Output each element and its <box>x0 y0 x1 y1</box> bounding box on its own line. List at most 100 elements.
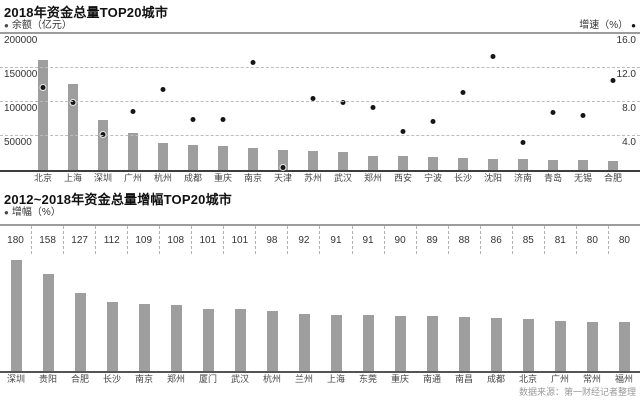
chart1-column <box>538 34 568 170</box>
growth-bar <box>426 316 438 371</box>
growth-bar <box>202 308 214 371</box>
growth-dot <box>340 100 346 106</box>
growth-bar <box>554 321 566 371</box>
city-label: 无锡 <box>573 173 592 183</box>
balance-bar <box>188 145 198 170</box>
chart2-legend-row: ● 增幅（%） <box>0 207 640 219</box>
bar-value-label: 81 <box>545 226 577 254</box>
bar-series-bullet-icon: ● <box>4 21 9 30</box>
bar-value-label: 112 <box>96 226 129 254</box>
chart2-column <box>192 308 224 371</box>
city-label: 贵阳 <box>38 374 57 384</box>
bar-value-label: 89 <box>417 226 449 254</box>
balance-bar <box>278 149 288 170</box>
city-label: 武汉 <box>333 173 352 183</box>
city-label: 兰州 <box>294 374 313 384</box>
growth-dot <box>460 90 466 96</box>
growth-bar <box>10 260 22 371</box>
bar-value-label: 108 <box>160 226 193 254</box>
growth-dot <box>400 129 406 135</box>
chart2-column <box>288 314 320 371</box>
city-label: 上海 <box>326 374 345 384</box>
growth-dot <box>280 164 286 170</box>
chart2-column <box>576 321 608 371</box>
chart1-column <box>358 34 388 170</box>
balance-bar <box>218 146 228 170</box>
chart1-x-axis <box>0 170 640 172</box>
chart2-section: 2012~2018年资金总量增幅TOP20城市 ● 增幅（%） 180 158 12… <box>0 185 640 398</box>
bar-value-label: 127 <box>64 226 97 254</box>
balance-bar <box>68 83 78 170</box>
city-label: 东莞 <box>358 374 377 384</box>
chart2-column <box>32 273 64 371</box>
chart1-column <box>478 34 508 170</box>
bar-value-label: 91 <box>320 226 353 254</box>
city-label: 郑州 <box>363 173 382 183</box>
city-label: 深圳 <box>6 374 25 384</box>
chart1-column <box>388 34 418 170</box>
city-label: 武汉 <box>230 374 249 384</box>
city-label: 北京 <box>518 374 537 384</box>
growth-bar <box>618 321 630 371</box>
chart2-column <box>128 303 160 371</box>
growth-bar <box>266 310 278 371</box>
balance-bar <box>158 143 168 170</box>
chart2-column <box>352 314 384 371</box>
growth-bar <box>106 302 118 371</box>
city-label: 合肥 <box>603 173 622 183</box>
source-note: 数据来源：第一财经记者整理 <box>518 387 636 397</box>
balance-bar <box>458 157 468 170</box>
city-label: 成都 <box>486 374 505 384</box>
chart2-column <box>224 308 256 371</box>
city-label: 苏州 <box>303 173 322 183</box>
growth-dot <box>190 117 196 123</box>
city-label: 成都 <box>183 173 202 183</box>
city-label: 上海 <box>63 173 82 183</box>
bar-value-label: 109 <box>128 226 161 254</box>
growth-bar <box>330 314 342 371</box>
chart2-bars <box>0 254 640 371</box>
h-gridline <box>0 135 640 136</box>
city-label: 广州 <box>550 374 569 384</box>
city-label: 天津 <box>273 173 292 183</box>
balance-bar <box>248 147 258 170</box>
chart2-column <box>320 314 352 371</box>
chart2-legend-growth-label: 增幅（%） <box>11 207 61 218</box>
city-label: 长沙 <box>453 173 472 183</box>
balance-bar <box>98 120 108 170</box>
chart1-x-labels: 北京 上海 深圳 广州 杭州 成都 重庆 南京 天津 苏州 武汉 郑州 西安 宁波 长沙 沈阳 济南 青岛 无锡 合肥 <box>0 172 640 185</box>
balance-bar <box>608 161 618 170</box>
city-label: 南京 <box>134 374 153 384</box>
y-left-tick-label: 200000 <box>4 35 38 46</box>
balance-bar <box>128 133 138 170</box>
growth-dot <box>40 85 46 91</box>
chart1-section: 2018年资金总量TOP20城市 ● 余额（亿元） 增速（%） ● 200000… <box>0 0 640 185</box>
bar-value-label: 91 <box>353 226 385 254</box>
chart2-column <box>0 260 32 371</box>
growth-dot <box>130 108 136 114</box>
growth-dot <box>550 109 556 115</box>
chart2-column <box>416 316 448 371</box>
chart1-column <box>448 34 478 170</box>
chart2-top-rule <box>0 224 640 226</box>
chart2-column <box>480 318 512 371</box>
city-label: 西安 <box>393 173 412 183</box>
chart1-column <box>238 34 268 170</box>
h-gridline <box>0 67 640 68</box>
growth-bar <box>170 304 182 371</box>
chart2-value-labels: 180 158 127 112 109 108 101 101 98 92 91 91 90 89 88 86… <box>0 226 640 254</box>
city-label: 深圳 <box>93 173 112 183</box>
growth-dot <box>310 96 316 102</box>
growth-bar <box>42 273 54 371</box>
bar-value-label: 180 <box>0 226 33 254</box>
chart1-plot: 200000 150000 100000 50000 16.0 12.0 8.0 4.0 <box>0 34 640 170</box>
chart1-column <box>328 34 358 170</box>
bar-value-label: 80 <box>577 226 609 254</box>
bar-value-label: 101 <box>192 226 225 254</box>
city-label: 杭州 <box>262 374 281 384</box>
bar-value-label: 88 <box>449 226 481 254</box>
growth-bar <box>490 318 502 371</box>
chart1-column <box>508 34 538 170</box>
city-label: 常州 <box>582 374 601 384</box>
chart1-column <box>418 34 448 170</box>
